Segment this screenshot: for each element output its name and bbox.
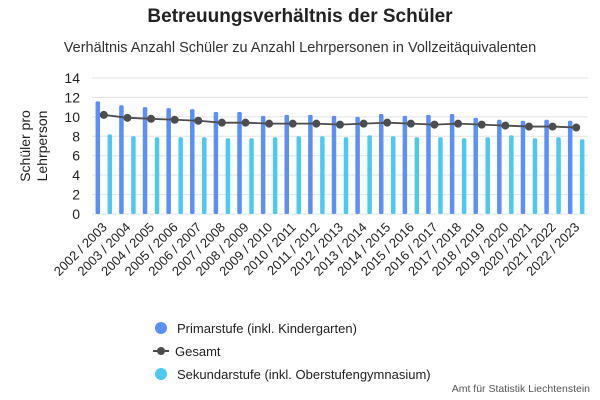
bar-sekundarstufe — [107, 134, 113, 214]
bar-primarstufe — [449, 113, 455, 214]
point-gesamt — [217, 118, 226, 127]
bar-primarstufe — [355, 116, 360, 214]
bar-primarstufe — [567, 120, 573, 214]
y-tick-label: 0 — [72, 206, 80, 222]
bar-sekundarstufe — [556, 137, 561, 214]
bar-sekundarstufe — [367, 135, 372, 214]
y-tick-label: 8 — [72, 128, 80, 144]
y-tick-label: 12 — [64, 89, 80, 105]
point-gesamt — [359, 119, 368, 128]
bar-primarstufe — [213, 112, 219, 214]
y-tick-label: 14 — [64, 70, 80, 86]
bar-primarstufe — [331, 115, 337, 214]
bar-sekundarstufe — [249, 138, 254, 214]
point-gesamt — [383, 118, 392, 127]
chart-subtitle: Verhältnis Anzahl Schüler zu Anzahl Lehr… — [63, 40, 537, 56]
point-gesamt — [406, 119, 415, 128]
bar-sekundarstufe — [579, 139, 585, 214]
bar-primarstufe — [190, 109, 195, 214]
point-gesamt — [194, 116, 203, 125]
point-gesamt — [501, 121, 510, 130]
bar-sekundarstufe — [532, 138, 538, 214]
bar-sekundarstufe — [414, 137, 420, 214]
bar-primarstufe — [142, 107, 148, 214]
point-gesamt — [147, 114, 156, 123]
bar-primarstufe — [95, 101, 101, 214]
bar-sekundarstufe — [178, 137, 183, 214]
point-gesamt — [336, 120, 344, 129]
bar-sekundarstufe — [390, 136, 396, 214]
point-gesamt — [265, 119, 274, 128]
legend-item-primarstufe[interactable]: Primarstufe (inkl. Kindergarten) — [155, 318, 431, 338]
bar-sekundarstufe — [131, 136, 136, 214]
point-gesamt — [99, 110, 108, 119]
point-gesamt — [312, 119, 321, 128]
point-gesamt — [170, 115, 179, 124]
point-gesamt — [572, 123, 581, 132]
legend-swatch-primarstufe — [155, 322, 167, 334]
legend-item-sekundarstufe[interactable]: Sekundarstufe (inkl. Oberstufengymnasium… — [155, 364, 431, 384]
legend-label-sekundarstufe: Sekundarstufe (inkl. Oberstufengymnasium… — [177, 366, 431, 382]
bar-sekundarstufe — [320, 136, 325, 214]
y-axis-label-line: Lehrperson — [34, 111, 50, 182]
point-gesamt — [288, 119, 297, 128]
legend-swatch-sekundarstufe — [155, 368, 167, 380]
bar-primarstufe — [426, 114, 431, 214]
bar-primarstufe — [284, 114, 290, 214]
point-gesamt — [548, 122, 557, 131]
bar-sekundarstufe — [485, 137, 490, 214]
bar-sekundarstufe — [202, 137, 207, 214]
bar-primarstufe — [166, 108, 171, 214]
bar-primarstufe — [308, 114, 313, 214]
legend-label-primarstufe: Primarstufe (inkl. Kindergarten) — [177, 320, 357, 336]
bar-sekundarstufe — [225, 138, 231, 214]
point-gesamt — [477, 120, 486, 129]
y-tick-label: 6 — [72, 148, 80, 164]
chart-legend: Primarstufe (inkl. Kindergarten) Gesamt … — [153, 318, 431, 387]
bar-sekundarstufe — [438, 137, 443, 214]
bar-sekundarstufe — [509, 135, 514, 214]
bar-primarstufe — [237, 112, 242, 214]
bar-primarstufe — [497, 119, 502, 214]
y-tick-label: 10 — [64, 109, 80, 125]
bar-sekundarstufe — [154, 137, 160, 214]
bar-sekundarstufe — [343, 137, 349, 214]
legend-label-gesamt: Gesamt — [175, 343, 221, 359]
legend-item-gesamt[interactable]: Gesamt — [153, 341, 431, 361]
bar-primarstufe — [260, 115, 266, 214]
y-axis-label-line: Schüler pro — [17, 110, 33, 182]
bar-primarstufe — [544, 119, 549, 214]
source-credit: Amt für Statistik Liechtenstein — [451, 383, 590, 395]
point-gesamt — [430, 120, 439, 129]
bar-sekundarstufe — [296, 136, 302, 214]
chart-title: Betreuungsverhältnis der Schüler — [147, 6, 453, 27]
bar-primarstufe — [520, 120, 526, 214]
y-axis-label: Schüler proLehrperson — [17, 110, 50, 182]
y-tick-label: 2 — [72, 187, 80, 203]
point-gesamt — [123, 113, 132, 122]
y-tick-label: 4 — [72, 167, 80, 183]
bar-sekundarstufe — [461, 138, 467, 214]
point-gesamt — [454, 119, 463, 128]
point-gesamt — [524, 122, 533, 131]
bar-sekundarstufe — [272, 137, 278, 214]
bar-primarstufe — [473, 117, 478, 214]
bar-primarstufe — [119, 105, 124, 214]
point-gesamt — [241, 118, 250, 127]
bar-primarstufe — [402, 115, 408, 214]
bar-primarstufe — [378, 113, 384, 214]
legend-swatch-gesamt — [153, 345, 169, 357]
